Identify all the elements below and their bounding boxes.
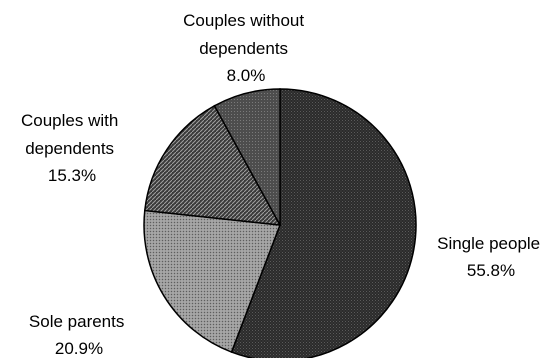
slice-value-sole-parents: 20.9% [55,339,103,358]
pie-slice-couples-without-dependents [213,88,281,226]
slice-label-couples-with-dependents: Couples with dependents 15.3% [21,111,123,185]
pie-slice-couples-with-dependents [143,104,282,226]
slice-label-sole-parents: Sole parents 20.9% [29,312,129,358]
slice-label-couples-with-dependents-line-1: Couples with [21,111,118,130]
slice-label-couples-without-dependents-line-2: dependents [199,39,288,58]
slice-label-sole-parents-line-1: Sole parents [29,312,124,331]
slice-value-couples-with-dependents: 15.3% [48,166,96,185]
slice-value-couples-without-dependents: 8.0% [227,66,266,85]
slice-value-single-people: 55.8% [467,261,515,280]
pie-slice-sole-parents [143,209,282,354]
slice-label-single-people-line-1: Single people [437,234,540,253]
slice-label-couples-with-dependents-line-2: dependents [25,139,114,158]
slice-label-couples-without-dependents-line-1: Couples without [183,11,304,30]
slice-label-couples-without-dependents: Couples without dependents 8.0% [183,11,309,85]
slice-label-single-people: Single people 55.8% [437,234,545,280]
pie-slices [143,88,417,358]
pie-slice-single-people [230,88,417,358]
